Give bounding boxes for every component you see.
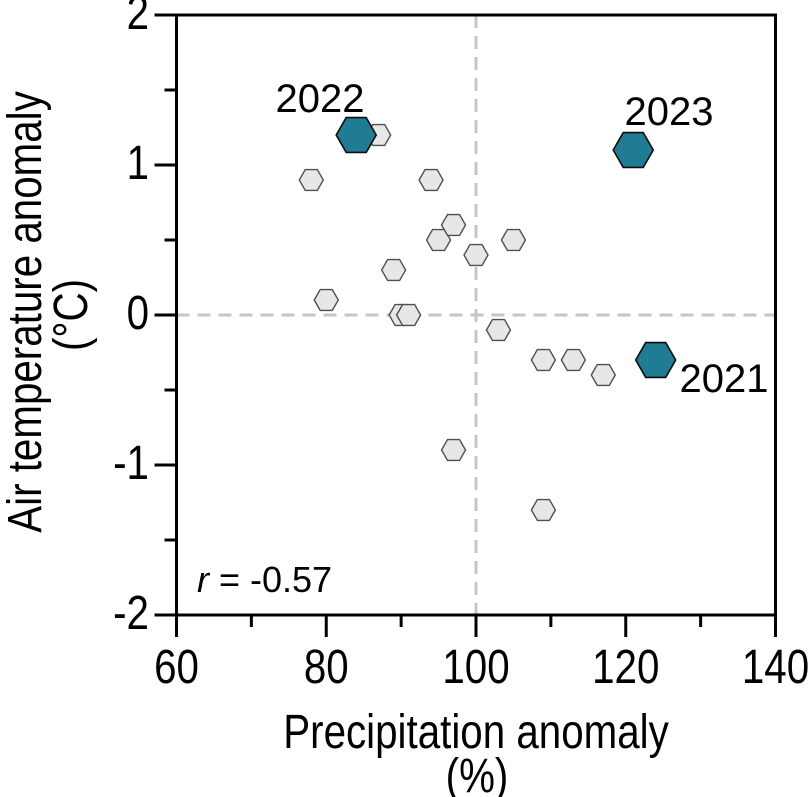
- correlation-symbol: r: [197, 559, 211, 600]
- x-tick-label: 140: [742, 641, 808, 694]
- x-axis-title-line2: (%): [446, 750, 509, 797]
- x-axis-title-line1: Precipitation anomaly: [283, 706, 669, 759]
- year-annotation: 2022: [276, 77, 365, 121]
- data-point-hexagon: [500, 228, 527, 252]
- data-point-hexagon: [440, 213, 467, 237]
- y-tick-label: 2: [127, 0, 149, 40]
- highlighted-point-hexagon: [335, 116, 378, 154]
- data-point-hexagon: [560, 348, 587, 372]
- correlation-value: = -0.57: [209, 559, 332, 600]
- highlighted-point-hexagon: [612, 131, 655, 169]
- correlation-label: r = -0.57: [197, 559, 332, 600]
- y-axis-title-line2: (°C): [45, 279, 98, 351]
- data-point-hexagon: [418, 168, 444, 192]
- y-tick-label: 0: [127, 287, 149, 340]
- data-point-hexagon: [380, 258, 407, 282]
- x-tick-label: 60: [154, 641, 199, 694]
- year-annotation: 2021: [680, 357, 769, 401]
- y-tick-label: -1: [113, 437, 149, 490]
- data-point-hexagon: [425, 228, 452, 252]
- chart-layer: 60 80 100 120 140 2 1 0 -1 -2 2022 2023 2021: [113, 0, 808, 694]
- y-tick-label: 1: [127, 137, 149, 190]
- data-point-hexagon: [395, 303, 422, 327]
- data-point-hexagon: [530, 498, 557, 522]
- year-annotation: 2023: [625, 90, 714, 134]
- highlighted-point-hexagon: [634, 341, 677, 379]
- y-axis-title-line1: Air temperature anomaly: [0, 91, 52, 533]
- data-point-hexagon: [313, 288, 340, 312]
- data-point-hexagon: [463, 243, 489, 267]
- data-point-hexagon: [440, 438, 467, 462]
- data-point-hexagon: [298, 168, 325, 192]
- data-point-hexagon: [485, 318, 512, 342]
- x-tick-label: 100: [442, 641, 509, 694]
- data-point-hexagon: [530, 348, 557, 372]
- x-tick-label: 80: [304, 641, 349, 694]
- x-tick-label: 120: [592, 641, 659, 694]
- y-tick-label: -2: [113, 587, 149, 640]
- data-point-hexagon: [590, 363, 617, 387]
